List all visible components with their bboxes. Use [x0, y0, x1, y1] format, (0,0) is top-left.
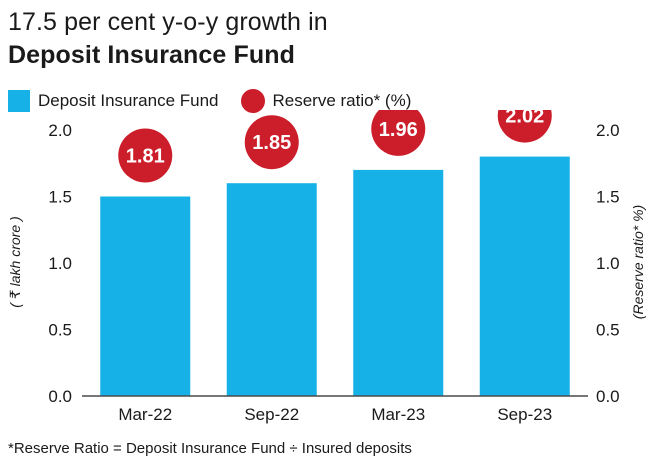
y-axis-left: 0.0 0.5 1.0 1.5 2.0: [48, 121, 72, 406]
y-tick-right: 1.5: [596, 188, 620, 207]
y-tick-left: 1.0: [48, 254, 72, 273]
title-line-2: Deposit Insurance Fund: [8, 41, 295, 69]
y-tick-right: 0.0: [596, 387, 620, 406]
reserve-ratio-series: 1.81 1.85 1.96 2.02: [118, 110, 552, 183]
y-tick-left: 2.0: [48, 121, 72, 140]
reserve-ratio-label: 1.81: [126, 146, 165, 168]
x-axis: Mar-22 Sep-22 Mar-23 Sep-23: [118, 405, 552, 424]
reserve-ratio-dot-mar-23: [371, 110, 426, 156]
y-axis-left-label: ( ₹ lakh crore ): [7, 216, 23, 307]
reserve-ratio-dot-sep-23: [497, 110, 552, 143]
x-tick-label: Mar-23: [371, 405, 425, 424]
bar-sep-23: [479, 156, 570, 396]
reserve-ratio-label: 1.96: [379, 119, 418, 141]
y-axis-right-label: (Reserve ratio* %): [630, 205, 646, 319]
legend-bar-swatch: [8, 90, 30, 112]
footnote: *Reserve Ratio = Deposit Insurance Fund …: [8, 440, 412, 457]
y-tick-left: 1.5: [48, 188, 72, 207]
y-tick-right: 2.0: [596, 121, 620, 140]
x-tick-label: Sep-23: [497, 405, 552, 424]
bar-chart: 0.0 0.5 1.0 1.5 2.0 0.0 0.5 1.0 1.5 2.0 1.81 1.85…: [7, 110, 646, 424]
x-tick-label: Mar-22: [118, 405, 172, 424]
y-axis-right: 0.0 0.5 1.0 1.5 2.0: [596, 121, 620, 406]
reserve-ratio-dot-mar-22: [118, 128, 173, 183]
bar-mar-22: [100, 196, 191, 396]
legend-dot-label: Reserve ratio* (%): [272, 91, 412, 110]
y-tick-right: 0.5: [596, 321, 620, 340]
chart-title: 17.5 per cent y-o-y growth in Deposit In…: [8, 6, 328, 72]
reserve-ratio-dot-sep-22: [244, 115, 299, 170]
bar-mar-23: [353, 169, 444, 396]
legend-dot-swatch: [240, 89, 265, 113]
reserve-ratio-label: 1.85: [252, 132, 291, 154]
bar-sep-22: [226, 183, 317, 396]
reserve-ratio-label: 2.02: [505, 110, 544, 128]
y-tick-right: 1.0: [596, 254, 620, 273]
title-line-1: 17.5 per cent y-o-y growth in: [8, 8, 328, 36]
x-tick-label: Sep-22: [244, 405, 299, 424]
legend: Deposit Insurance Fund Reserve ratio* (%…: [8, 88, 411, 114]
legend-bar-label: Deposit Insurance Fund: [38, 91, 219, 110]
y-tick-left: 0.5: [48, 321, 72, 340]
bars-series: [100, 156, 570, 396]
y-tick-left: 0.0: [48, 387, 72, 406]
